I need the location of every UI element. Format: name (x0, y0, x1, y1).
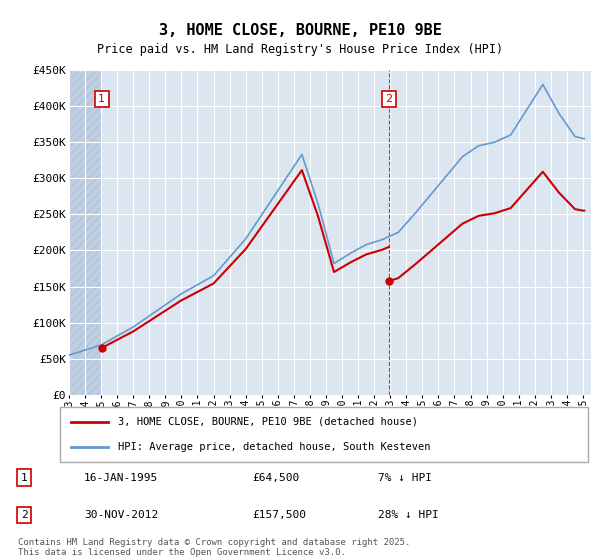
Text: Contains HM Land Registry data © Crown copyright and database right 2025.
This d: Contains HM Land Registry data © Crown c… (18, 538, 410, 557)
Text: Price paid vs. HM Land Registry's House Price Index (HPI): Price paid vs. HM Land Registry's House … (97, 43, 503, 56)
Text: 3, HOME CLOSE, BOURNE, PE10 9BE (detached house): 3, HOME CLOSE, BOURNE, PE10 9BE (detache… (118, 417, 418, 427)
Text: 2: 2 (385, 94, 392, 104)
Text: £157,500: £157,500 (252, 510, 306, 520)
Text: 3, HOME CLOSE, BOURNE, PE10 9BE: 3, HOME CLOSE, BOURNE, PE10 9BE (158, 24, 442, 38)
Text: 30-NOV-2012: 30-NOV-2012 (84, 510, 158, 520)
Text: HPI: Average price, detached house, South Kesteven: HPI: Average price, detached house, Sout… (118, 442, 431, 452)
Text: 2: 2 (20, 510, 28, 520)
Text: £64,500: £64,500 (252, 473, 299, 483)
Text: 1: 1 (20, 473, 28, 483)
Text: 1: 1 (98, 94, 105, 104)
Text: 28% ↓ HPI: 28% ↓ HPI (378, 510, 439, 520)
Text: 7% ↓ HPI: 7% ↓ HPI (378, 473, 432, 483)
Text: 16-JAN-1995: 16-JAN-1995 (84, 473, 158, 483)
Bar (69, 70, 102, 395)
FancyBboxPatch shape (60, 407, 588, 462)
